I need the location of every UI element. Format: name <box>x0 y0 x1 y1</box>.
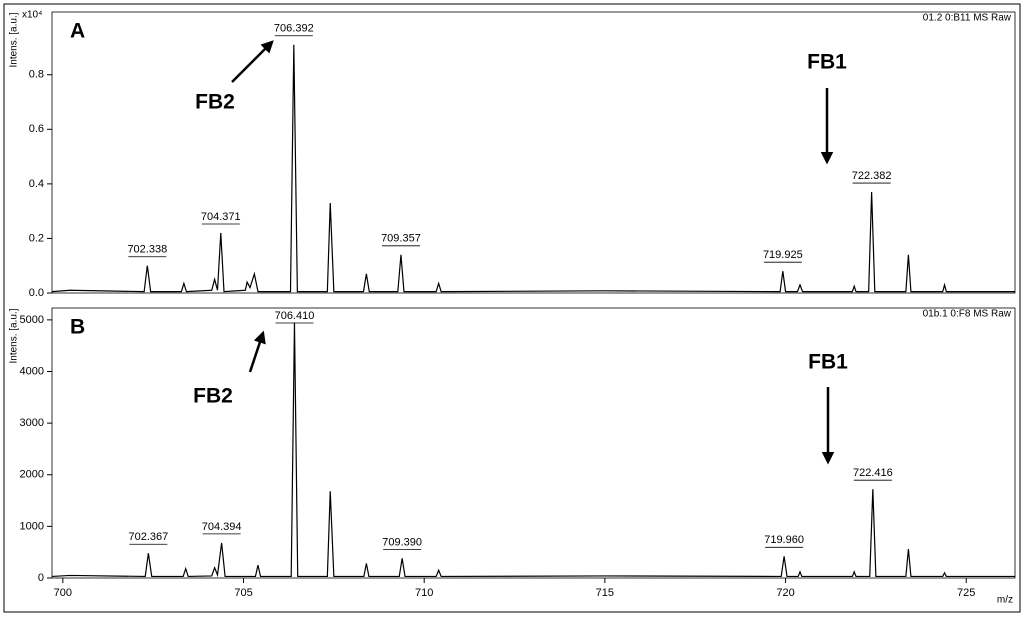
y-tick-label: 0.0 <box>29 287 44 299</box>
spectrum-line <box>51 44 1015 293</box>
spectrum-header: 01.2 0:B11 MS Raw <box>923 13 1012 24</box>
annotation-arrow <box>248 330 266 373</box>
peak-label: 702.338 <box>127 244 167 256</box>
annotation: FB2 <box>193 385 233 408</box>
peak-label: 704.371 <box>201 211 241 223</box>
x-tick-label: 725 <box>957 587 975 599</box>
peak-label: 702.367 <box>128 531 168 543</box>
y-tick-label: 0.8 <box>29 69 44 81</box>
peak-label: 704.394 <box>202 521 242 533</box>
y-axis-label: Intens. [a.u.] <box>9 12 20 67</box>
peak-label: 706.392 <box>274 23 314 35</box>
peak-label: 706.410 <box>275 310 315 322</box>
spectrum-line <box>51 322 1015 578</box>
annotation-arrow <box>231 40 274 83</box>
peak-label: 709.390 <box>382 536 422 548</box>
panel-label: B <box>70 316 85 339</box>
plot-frame <box>51 11 1016 294</box>
y-axis-label: Intens. [a.u.] <box>9 308 20 363</box>
y-tick-label: 1000 <box>20 520 44 532</box>
peak-label: 719.960 <box>764 534 804 546</box>
peak-label: 709.357 <box>381 233 421 245</box>
y-tick-label: 5000 <box>20 314 44 326</box>
peak-label: 722.382 <box>852 170 892 182</box>
annotation: FB2 <box>195 91 235 114</box>
y-tick-label: 2000 <box>20 469 44 481</box>
x-tick-label: 705 <box>234 587 252 599</box>
spectrum-header: 01b.1 0:F8 MS Raw <box>923 309 1012 320</box>
x-tick-label: 710 <box>415 587 433 599</box>
y-tick-label: 4000 <box>20 365 44 377</box>
peak-label: 719.925 <box>763 249 803 261</box>
y-tick-label: 0 <box>38 572 44 584</box>
x-axis-label: m/z <box>997 595 1013 606</box>
y-multiplier: x10⁴ <box>22 10 42 21</box>
y-tick-label: 0.4 <box>29 178 44 190</box>
peak-label: 722.416 <box>853 467 893 479</box>
x-tick-label: 715 <box>596 587 614 599</box>
y-tick-label: 3000 <box>20 417 44 429</box>
annotation: FB1 <box>808 351 848 374</box>
plot-frame <box>51 307 1016 579</box>
x-tick-label: 700 <box>54 587 72 599</box>
panel-label: A <box>70 20 85 43</box>
y-tick-label: 0.2 <box>29 232 44 244</box>
y-tick-label: 0.6 <box>29 123 44 135</box>
annotation: FB1 <box>807 51 847 74</box>
x-tick-label: 720 <box>776 587 794 599</box>
